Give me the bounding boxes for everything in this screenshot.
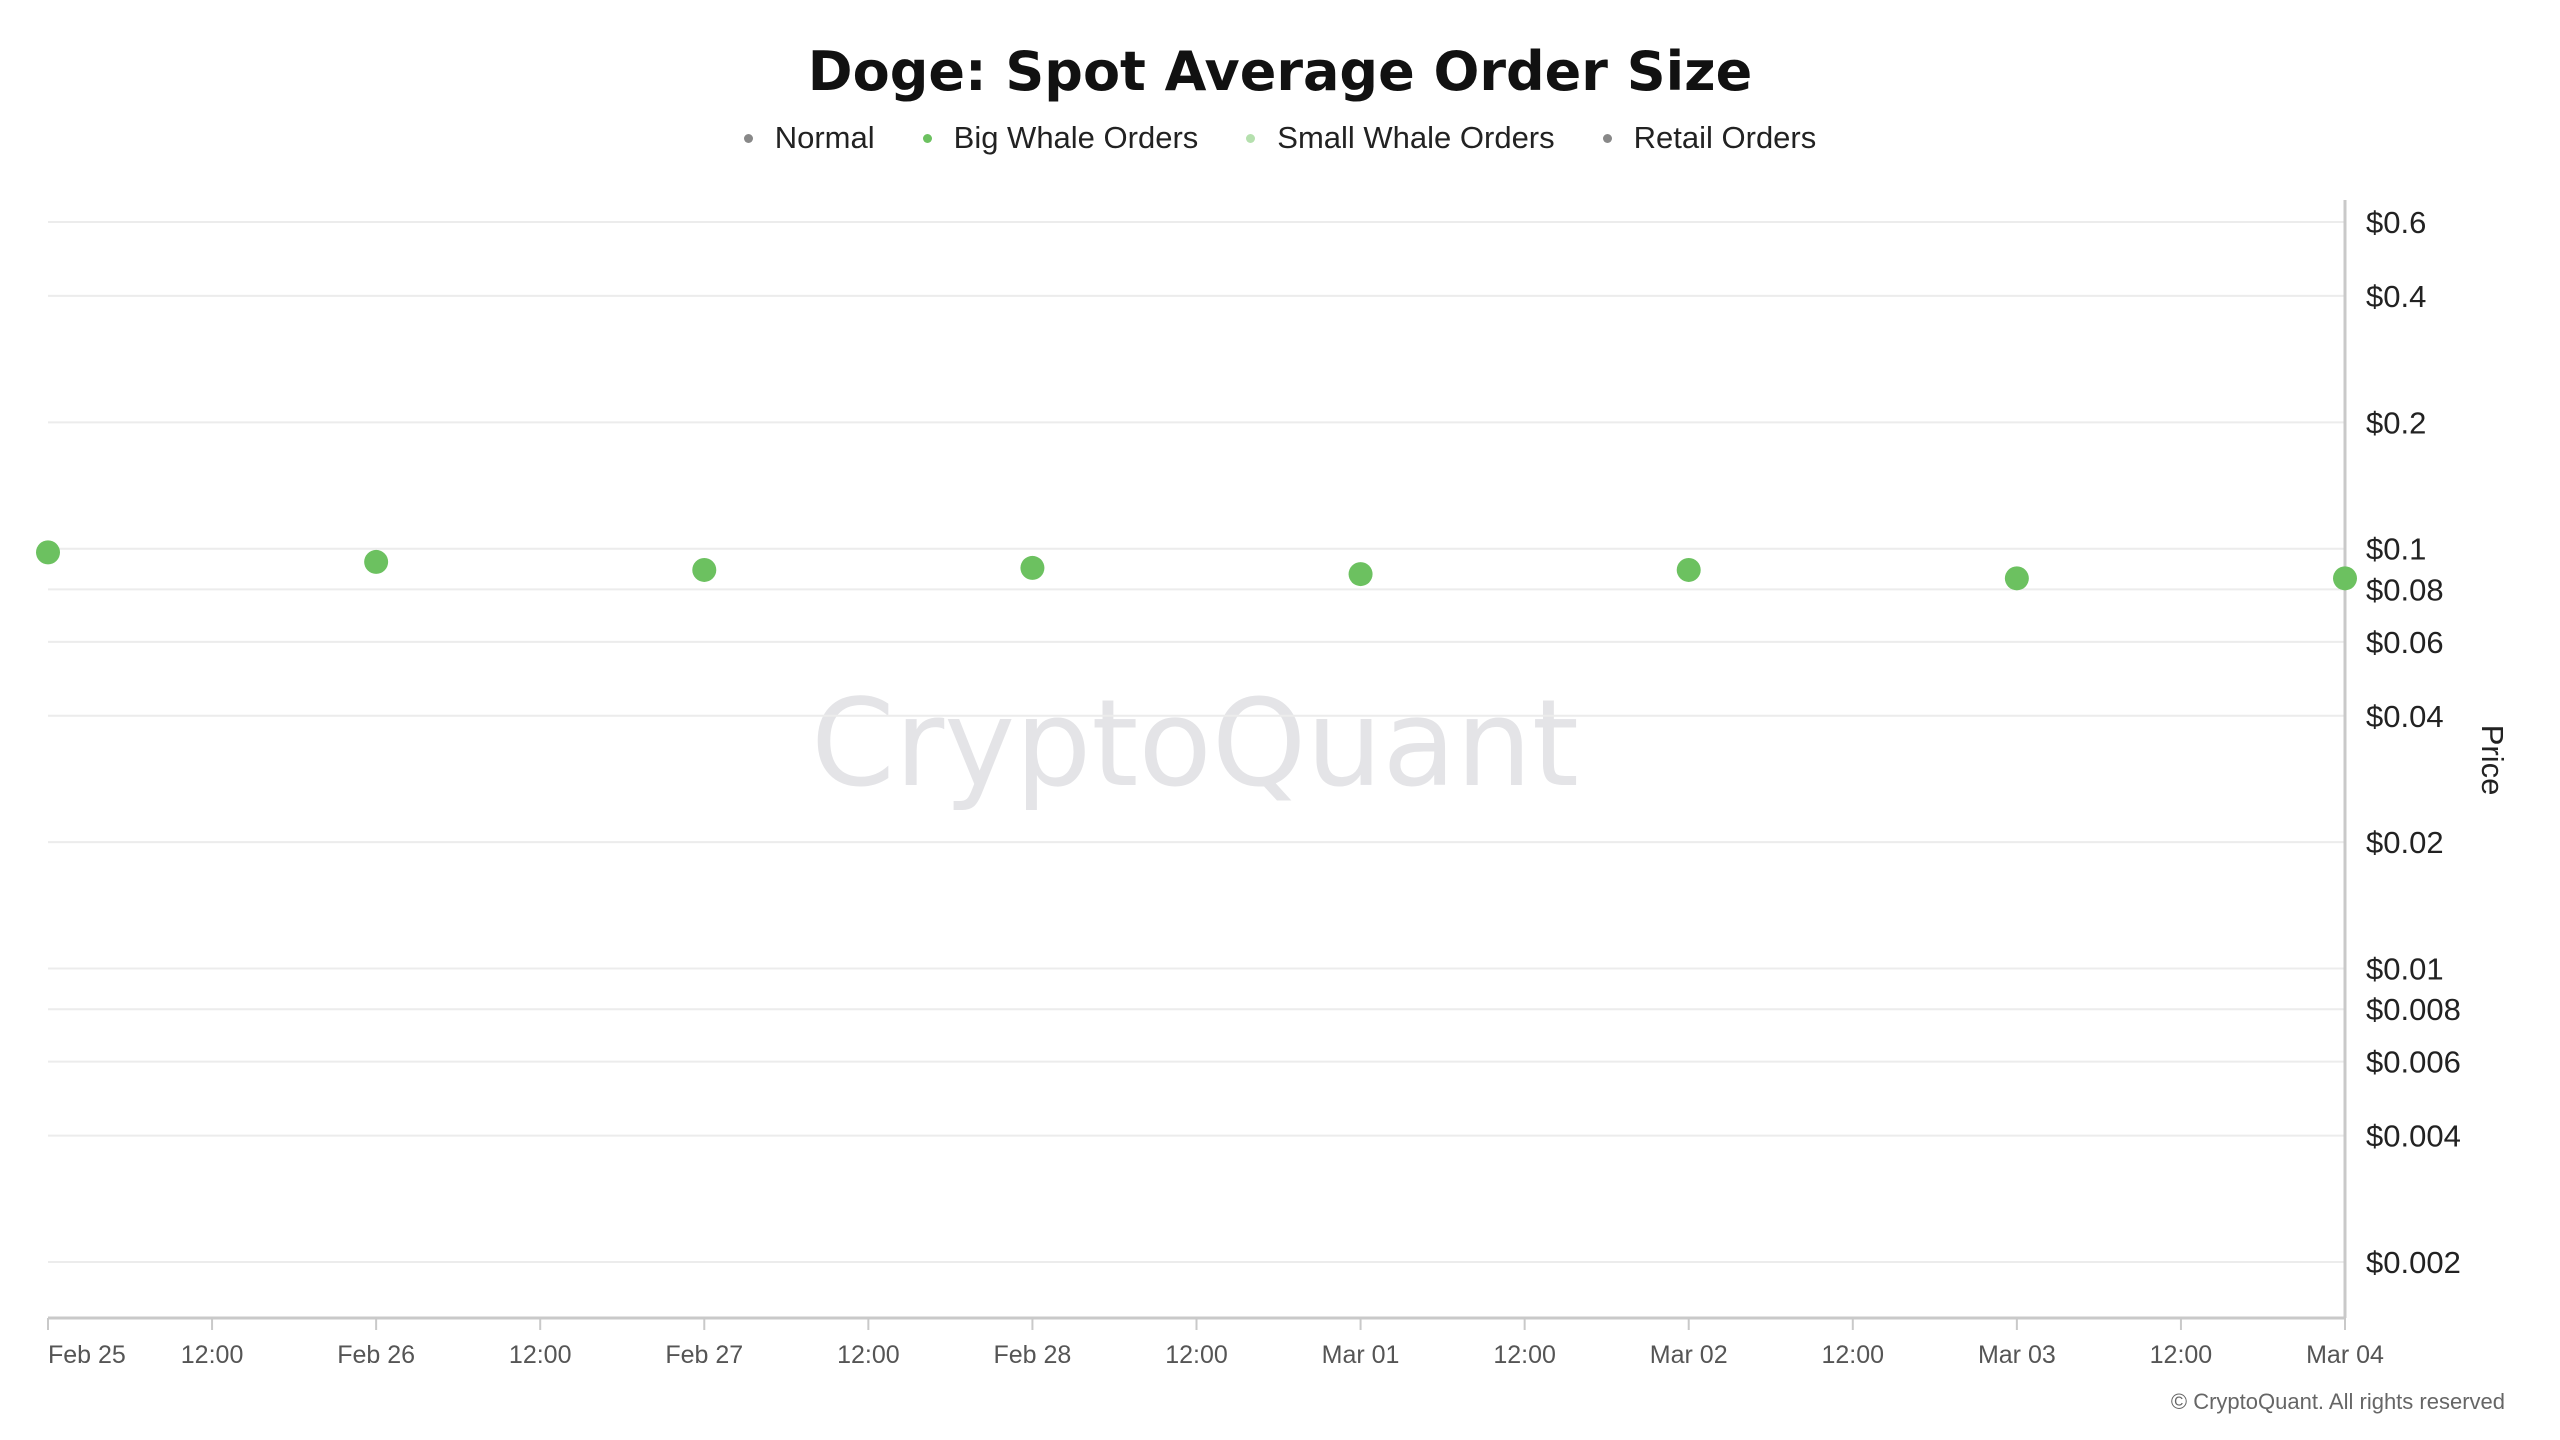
y-tick-label: $0.04	[2366, 699, 2444, 734]
y-tick-label: $0.008	[2366, 992, 2461, 1027]
x-tick-label: Mar 03	[1978, 1341, 2056, 1369]
legend: Normal Big Whale Orders Small Whale Orders…	[0, 120, 2560, 156]
x-tick-label: Feb 28	[994, 1341, 1072, 1369]
chart-title: Doge: Spot Average Order Size	[807, 40, 1753, 103]
x-tick-label: 12:00	[509, 1341, 572, 1369]
data-point[interactable]	[36, 540, 60, 565]
data-point[interactable]	[364, 549, 389, 574]
data-point[interactable]	[1676, 557, 1701, 582]
grid	[48, 221, 2345, 1263]
x-tick-label: Mar 02	[1650, 1341, 1728, 1369]
legend-label: Small Whale Orders	[1277, 120, 1555, 155]
data-point[interactable]	[1348, 562, 1373, 587]
x-tick-label: Feb 27	[665, 1341, 743, 1369]
y-axis-title: Price	[2475, 725, 2510, 796]
y-tick-label: $0.2	[2366, 405, 2426, 440]
y-tick-label: $0.004	[2366, 1119, 2461, 1154]
y-tick-label: $0.1	[2366, 532, 2426, 567]
legend-marker	[1602, 133, 1612, 143]
x-tick-label: 12:00	[2150, 1341, 2213, 1369]
x-tick-label: Feb 26	[337, 1341, 415, 1369]
y-tick-label: $0.6	[2366, 205, 2426, 240]
legend-marker	[743, 133, 753, 143]
y-axis-ticks: $0.6 $0.4 $0.2 $0.1 $0.08 $0.06 $0.04 $0.02 $0.0…	[2366, 205, 2461, 1280]
x-tick-label: 12:00	[1822, 1341, 1885, 1369]
legend-item[interactable]: Retail Orders	[1602, 120, 1817, 156]
watermark: CryptoQuant	[811, 675, 1579, 814]
legend-item[interactable]: Small Whale Orders	[1246, 120, 1555, 156]
legend-marker	[922, 133, 932, 143]
y-tick-label: $0.4	[2366, 279, 2426, 314]
x-tick-label: 12:00	[181, 1341, 244, 1369]
data-point[interactable]	[2004, 566, 2029, 591]
y-tick-label: $0.01	[2366, 952, 2444, 987]
data-points	[36, 540, 2357, 591]
legend-marker	[1246, 133, 1256, 143]
x-tick-label: 12:00	[1493, 1341, 1556, 1369]
data-point[interactable]	[692, 557, 717, 582]
data-point[interactable]	[1020, 555, 1045, 580]
x-tick-label: 12:00	[837, 1341, 900, 1369]
x-tick-label: Mar 01	[1322, 1341, 1400, 1369]
copyright-credit: © CryptoQuant. All rights reserved	[2171, 1389, 2505, 1414]
legend-label: Big Whale Orders	[953, 120, 1199, 155]
y-tick-label: $0.06	[2366, 625, 2444, 660]
x-tick-label: Mar 04	[2306, 1341, 2384, 1369]
y-tick-label: $0.02	[2366, 825, 2444, 860]
x-tick-label: Feb 25	[48, 1341, 126, 1369]
x-axis-ticks: Feb 25 12:00 Feb 26 12:00 Feb 27 12:00 Feb 28 1…	[47, 1318, 2384, 1369]
y-tick-label: $0.08	[2366, 572, 2444, 607]
x-tick-label: 12:00	[1165, 1341, 1228, 1369]
legend-label: Retail Orders	[1633, 120, 1817, 155]
legend-label: Normal	[774, 120, 875, 155]
legend-item[interactable]: Normal	[743, 120, 875, 156]
y-tick-label: $0.002	[2366, 1245, 2461, 1280]
legend-item[interactable]: Big Whale Orders	[922, 120, 1199, 156]
y-tick-label: $0.006	[2366, 1045, 2461, 1080]
data-point[interactable]	[2333, 566, 2357, 591]
